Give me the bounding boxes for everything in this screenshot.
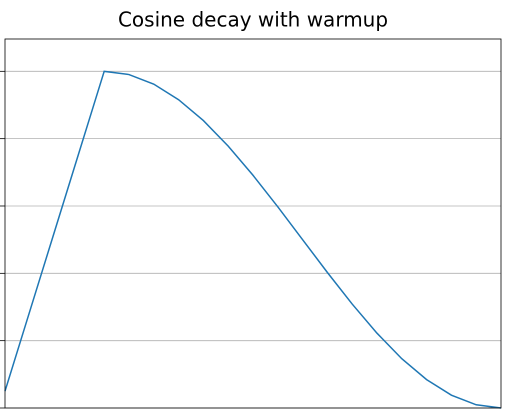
plot-frame [4,38,502,409]
chart-title: Cosine decay with warmup [118,8,388,32]
line [4,70,502,409]
